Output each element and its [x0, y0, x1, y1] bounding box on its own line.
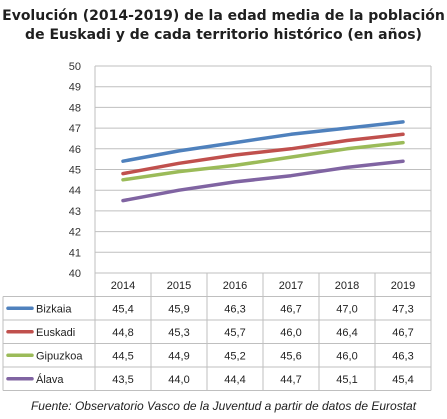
data-label: 46,3 [392, 350, 413, 362]
data-label: 47,0 [336, 303, 357, 315]
data-label: 45,2 [224, 350, 245, 362]
legend-label: Euskadi [36, 327, 75, 339]
x-tick-label: 2017 [279, 280, 303, 292]
x-tick-label: 2016 [223, 280, 247, 292]
data-label: 45,4 [392, 374, 413, 386]
y-tick-label: 50 [69, 61, 81, 73]
x-tick-label: 2019 [391, 280, 415, 292]
source-note: Fuente: Observatorio Vasco de la Juventu… [30, 399, 417, 413]
data-label: 44,4 [224, 374, 245, 386]
line-chart: 40 41 42 43 44 45 46 47 48 49 50 2014 2015 2016 2017 20… [2, 61, 432, 391]
data-label: 44,9 [168, 350, 189, 362]
data-label: 44,0 [168, 374, 189, 386]
chart-title-line-1: Evolución (2014-2019) de la edad media d… [2, 8, 445, 24]
data-label: 45,1 [336, 374, 357, 386]
data-label: 44,8 [112, 327, 133, 339]
legend-label: Álava [36, 373, 64, 386]
x-tick-label: 2018 [335, 280, 359, 292]
series-line-bizkaia [121, 120, 405, 163]
data-label: 43,5 [112, 374, 133, 386]
data-label: 46,0 [280, 327, 301, 339]
chart-title: Evolución (2014-2019) de la edad media d… [0, 7, 447, 45]
data-label: 47,3 [392, 303, 413, 315]
y-tick-label: 44 [69, 185, 81, 197]
y-tick-label: 48 [69, 102, 81, 114]
x-tick-label: 2014 [111, 280, 135, 292]
data-label: 46,3 [224, 303, 245, 315]
data-label: 45,6 [280, 350, 301, 362]
legend-label: Gipuzkoa [36, 350, 83, 362]
data-label: 46,0 [336, 350, 357, 362]
x-tick-label: 2015 [167, 280, 191, 292]
data-label: 45,9 [168, 303, 189, 315]
y-tick-label: 45 [69, 165, 81, 177]
chart-title-line-2: de Euskadi y de cada territorio históric… [25, 27, 422, 43]
data-label: 44,7 [280, 374, 301, 386]
data-label: 45,4 [112, 303, 133, 315]
series-line-euskadi [121, 132, 405, 176]
y-tick-label: 47 [69, 123, 81, 135]
data-label: 45,3 [168, 327, 189, 339]
y-tick-label: 42 [69, 227, 81, 239]
y-tick-label: 49 [69, 82, 81, 94]
series-line-gipuzkoa [121, 140, 405, 182]
data-label: 46,7 [392, 327, 413, 339]
y-tick-label: 41 [69, 247, 81, 259]
data-label: 45,7 [224, 327, 245, 339]
data-label: 46,4 [336, 327, 357, 339]
y-tick-label: 40 [69, 268, 81, 280]
y-tick-label: 46 [69, 144, 81, 156]
data-label: 46,7 [280, 303, 301, 315]
data-label: 44,5 [112, 350, 133, 362]
legend-label: Bizkaia [36, 303, 72, 315]
y-tick-label: 43 [69, 206, 81, 218]
series-line-álava [121, 159, 405, 203]
